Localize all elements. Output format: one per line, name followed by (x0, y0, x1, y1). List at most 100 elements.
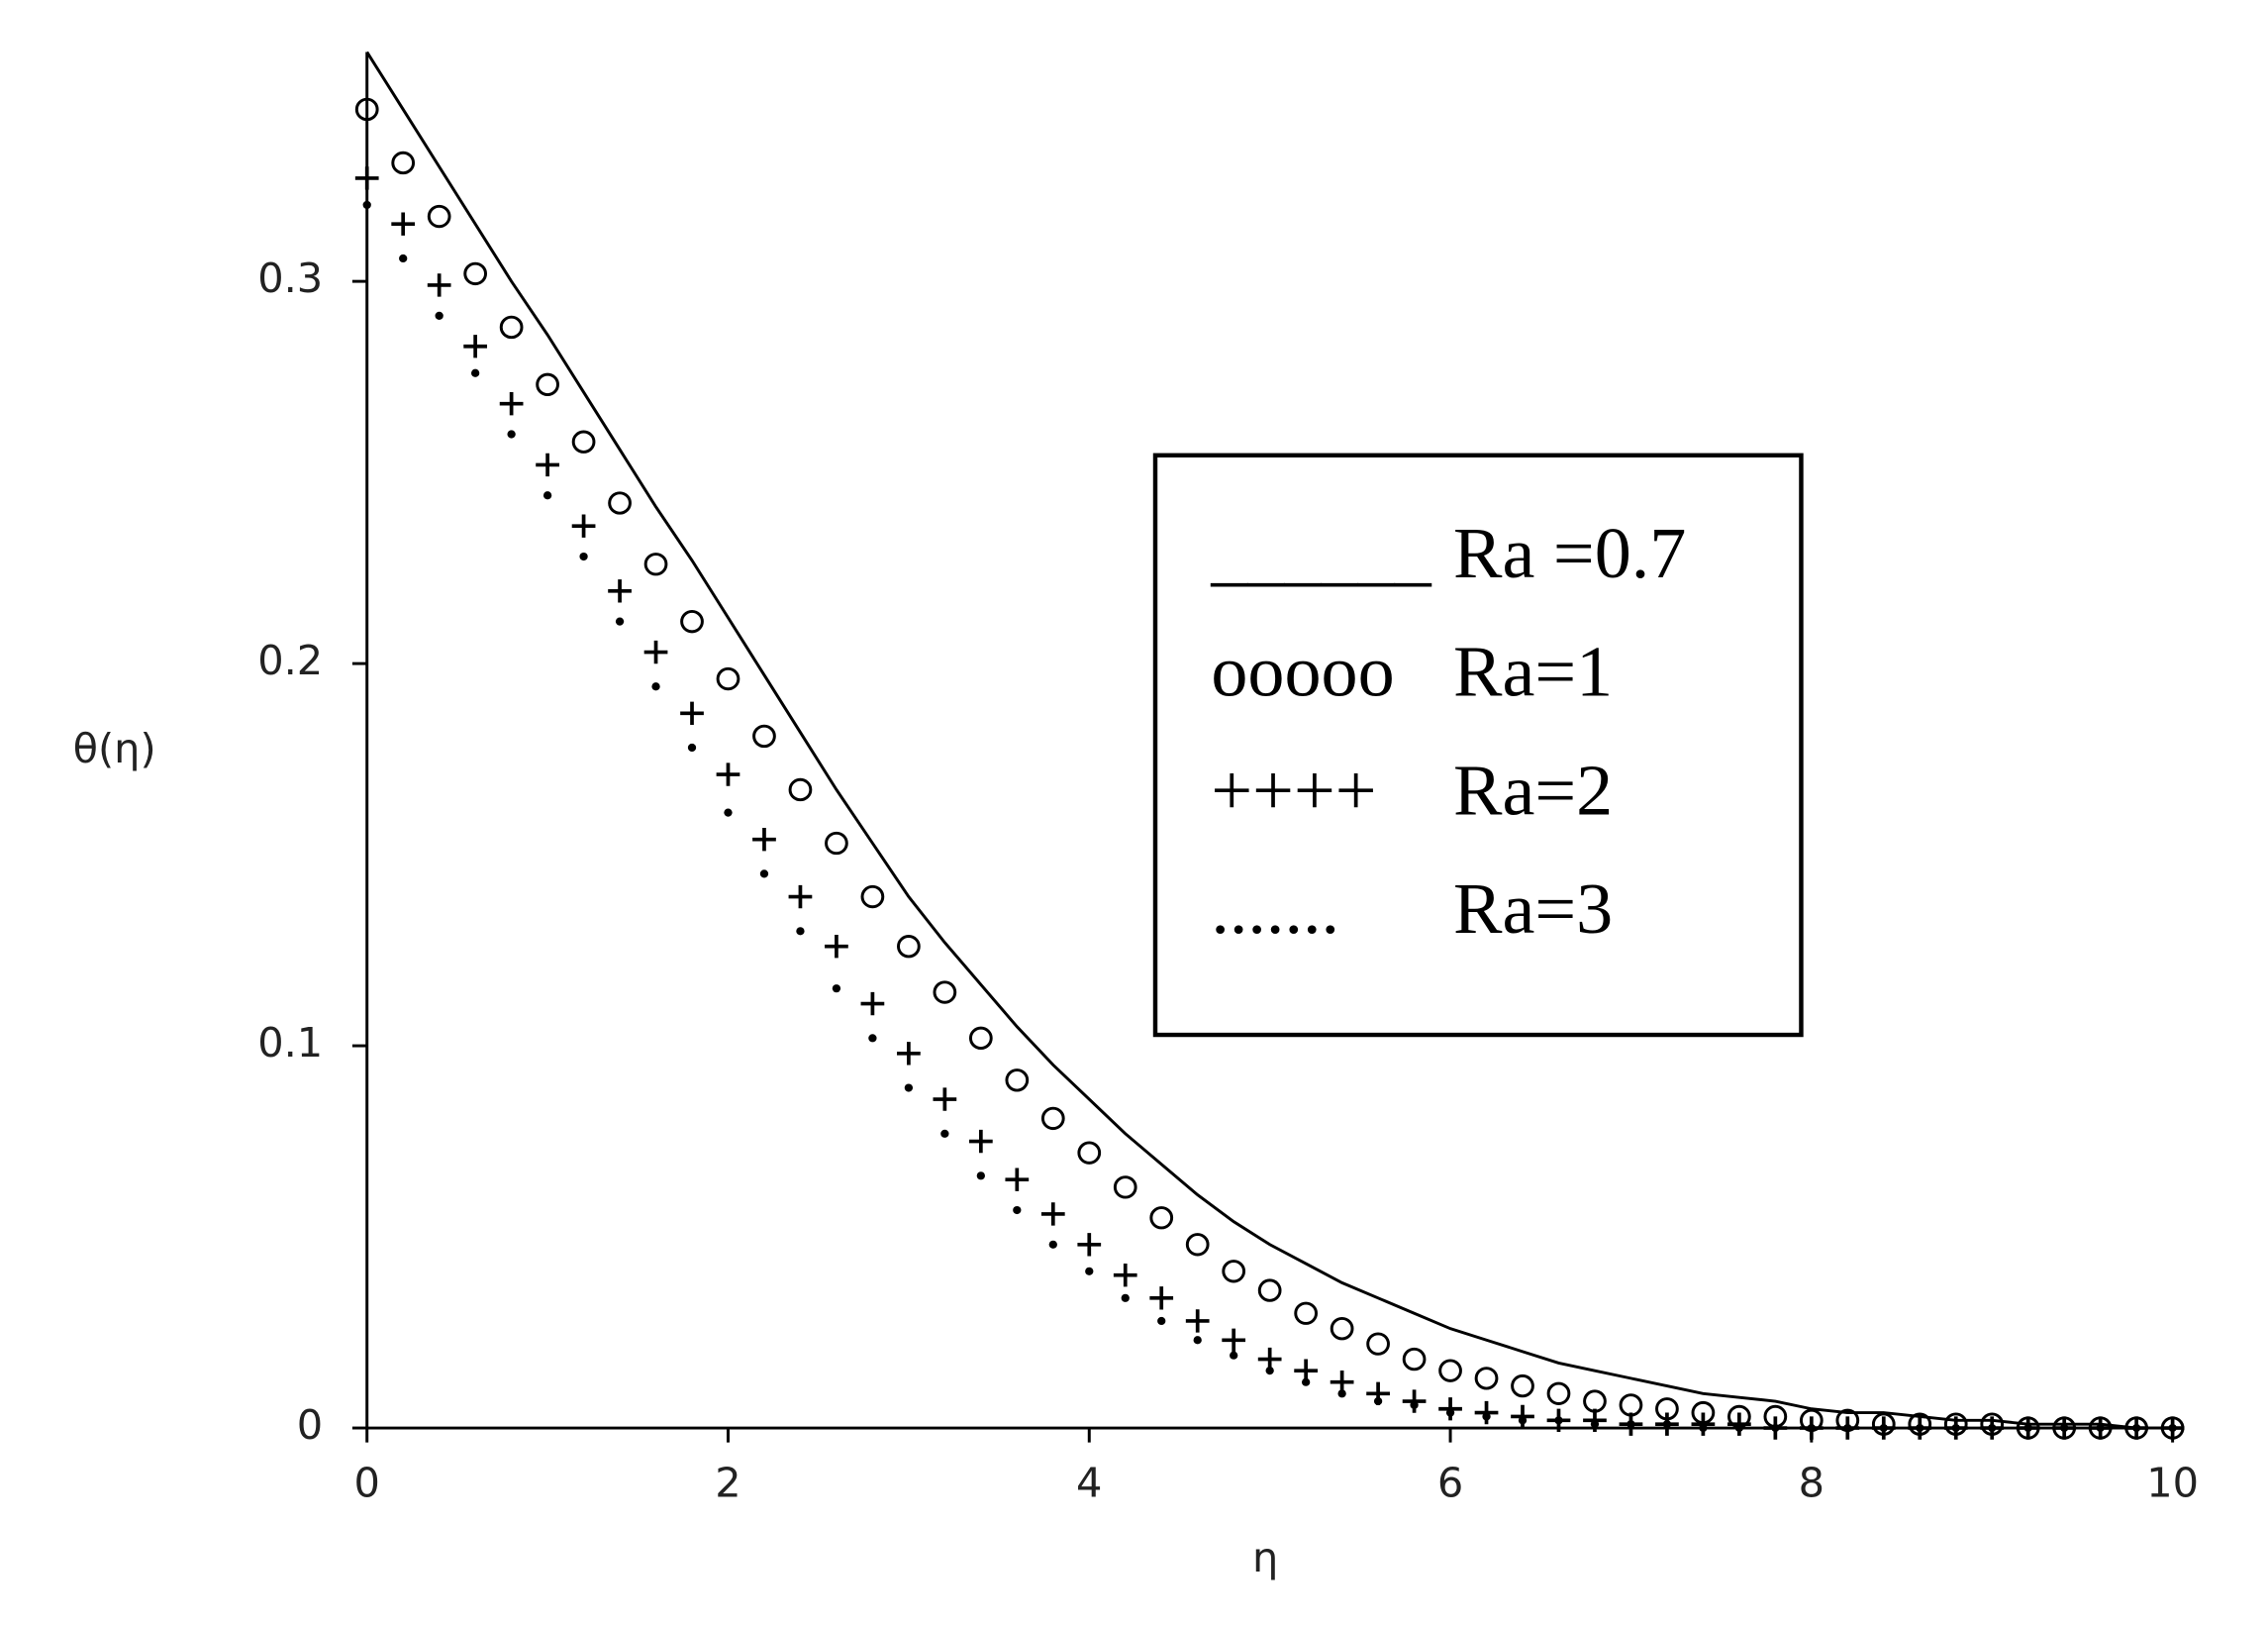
point (1734, 1423, 1744, 1433)
point (1113, 1263, 1137, 1287)
point (2023, 1423, 2032, 1433)
point (1077, 1141, 1102, 1165)
point (1113, 1175, 1137, 1199)
point (1185, 1309, 1210, 1333)
point (940, 1129, 949, 1138)
point (1402, 1347, 1427, 1372)
point (643, 553, 668, 576)
point (391, 212, 416, 236)
point (860, 884, 885, 909)
point (716, 666, 740, 691)
point (1699, 1423, 1708, 1433)
point (608, 491, 632, 515)
legend-label: Ra=2 (1453, 750, 1613, 830)
x-tick-label: 2 (715, 1460, 740, 1507)
point (904, 1083, 914, 1092)
point (724, 808, 733, 817)
point (579, 552, 588, 561)
point (1301, 1377, 1311, 1386)
point (1438, 1359, 1462, 1382)
point (897, 1042, 921, 1066)
point (1048, 1240, 1057, 1249)
legend-label: Ra=1 (1453, 631, 1613, 711)
point (752, 827, 776, 852)
point (571, 430, 596, 454)
y-axis-label: θ(η) (73, 725, 156, 772)
point (643, 640, 668, 664)
point (1843, 1423, 1852, 1433)
point (1257, 1278, 1282, 1302)
point (1222, 1328, 1246, 1352)
point (354, 166, 379, 190)
point (976, 1171, 985, 1180)
point (1807, 1423, 1816, 1433)
point (1294, 1301, 1319, 1325)
point (536, 372, 559, 397)
point (860, 991, 885, 1016)
point (1121, 1293, 1130, 1302)
point (1373, 1396, 1383, 1406)
point (1013, 1205, 1022, 1215)
point (1590, 1420, 1600, 1429)
point (1265, 1367, 1274, 1375)
point (2060, 1423, 2069, 1433)
point (1005, 1168, 1030, 1191)
point (1337, 1389, 1346, 1398)
point (1230, 1351, 1238, 1360)
point (427, 204, 451, 229)
point (1185, 1233, 1210, 1257)
point (608, 579, 632, 603)
point (1554, 1416, 1563, 1425)
y-tick-label: 0.1 (257, 1019, 323, 1067)
point (1771, 1423, 1780, 1433)
x-tick-label: 10 (2146, 1460, 2199, 1507)
point (1149, 1286, 1174, 1310)
point (968, 1026, 993, 1051)
point (933, 980, 957, 1004)
point (1482, 1412, 1491, 1421)
point (1077, 1233, 1102, 1257)
point (499, 315, 524, 340)
point (687, 743, 697, 753)
point (796, 927, 805, 936)
point (427, 273, 451, 297)
point (391, 151, 416, 175)
y-tick-label: 0.3 (257, 254, 323, 302)
point (651, 682, 660, 691)
point (825, 935, 848, 959)
point (825, 831, 848, 856)
x-tick-label: 0 (353, 1460, 379, 1507)
y-tick-label: 0.2 (257, 637, 323, 684)
point (435, 311, 444, 320)
point (1951, 1423, 1960, 1433)
point (1330, 1317, 1354, 1341)
point (832, 984, 841, 993)
legend-box (1152, 453, 1804, 1038)
point (1511, 1373, 1534, 1398)
legend-symbol: ++++ (1211, 750, 1376, 830)
point (788, 884, 813, 909)
point (716, 762, 740, 786)
point (968, 1129, 993, 1154)
line-series (365, 51, 2173, 1430)
point (1222, 1260, 1246, 1283)
point (680, 701, 704, 725)
point (470, 368, 480, 377)
point (759, 869, 769, 878)
legend-label: Ra =0.7 (1453, 513, 1686, 593)
point (2096, 1423, 2105, 1433)
point (463, 335, 488, 358)
point (1193, 1336, 1202, 1345)
point (1879, 1423, 1888, 1433)
point (1445, 1408, 1455, 1417)
legend-symbol: ______ (1210, 513, 1432, 593)
point (1005, 1068, 1030, 1092)
point (933, 1087, 957, 1111)
point (399, 254, 408, 263)
x-tick-label: 6 (1437, 1460, 1463, 1507)
y-tick-label: 0 (297, 1401, 323, 1449)
point (788, 777, 813, 802)
